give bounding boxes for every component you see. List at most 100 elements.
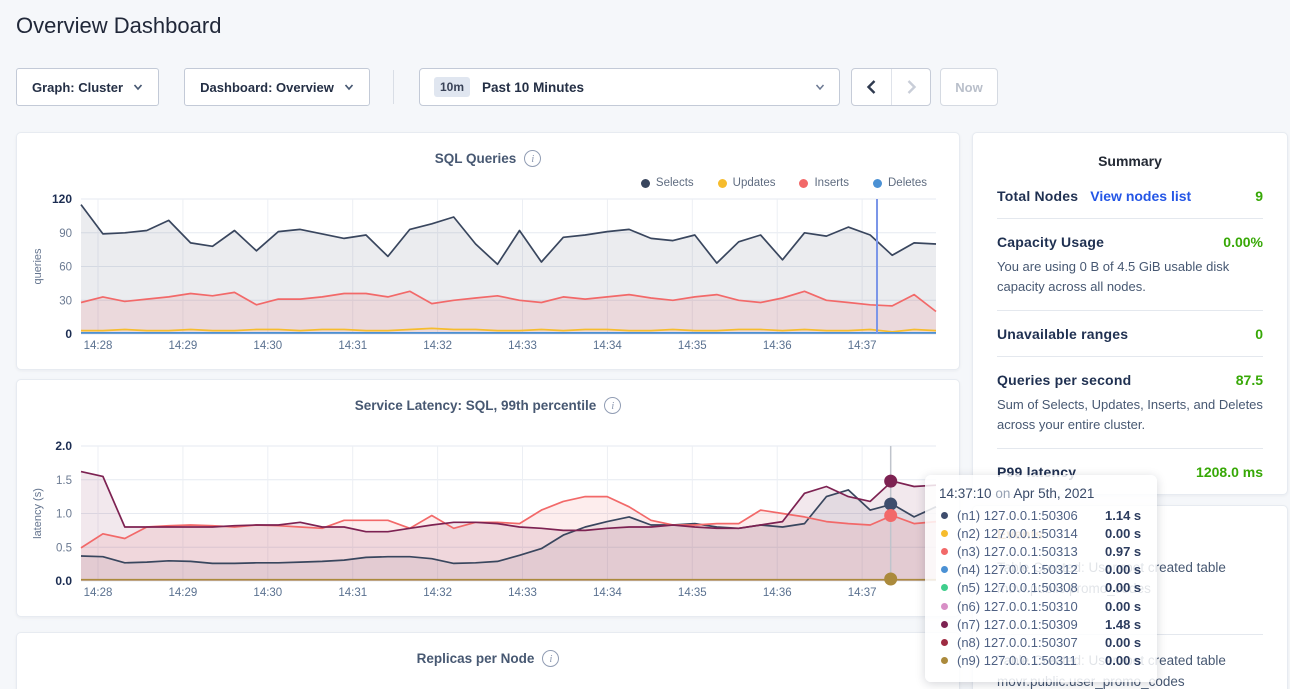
time-step-buttons <box>851 68 931 106</box>
node-color-dot <box>941 603 948 610</box>
now-button[interactable]: Now <box>940 68 998 106</box>
x-tick-label: 14:33 <box>508 340 537 352</box>
y-tick-label: 30 <box>59 295 72 307</box>
page-title: Overview Dashboard <box>16 13 221 39</box>
node-address: (n8) 127.0.0.1:50307 <box>957 635 1105 650</box>
x-tick-label: 14:31 <box>338 587 367 599</box>
tooltip-row: (n2) 127.0.0.1:50314 0.00 s <box>939 524 1143 542</box>
node-address: (n2) 127.0.0.1:50314 <box>957 526 1105 541</box>
node-latency-value: 1.48 s <box>1105 617 1141 632</box>
summary-value: 9 <box>1255 188 1263 204</box>
hover-point-dot <box>884 572 897 585</box>
x-tick-label: 14:34 <box>593 587 622 599</box>
node-latency-value: 0.00 s <box>1105 526 1141 541</box>
info-icon[interactable]: i <box>542 650 559 667</box>
x-tick-label: 14:35 <box>678 340 707 352</box>
node-color-dot <box>941 566 948 573</box>
graph-dropdown[interactable]: Graph: Cluster <box>16 68 159 106</box>
dashboard-dropdown[interactable]: Dashboard: Overview <box>184 68 370 106</box>
node-address: (n5) 127.0.0.1:50308 <box>957 580 1105 595</box>
summary-row: Queries per second 87.5 Sum of Selects, … <box>997 356 1263 448</box>
tooltip-row: (n6) 127.0.0.1:50310 0.00 s <box>939 597 1143 615</box>
dashboard-dropdown-label: Dashboard: Overview <box>200 80 334 95</box>
y-tick-label: 1.5 <box>56 475 72 487</box>
replicas-per-node-title: Replicas per Node <box>417 651 535 666</box>
y-tick-label: 60 <box>59 262 72 274</box>
hover-point-dot <box>884 498 897 511</box>
sql-queries-panel: SQL Queries i Selects Updates Inserts De… <box>16 132 960 370</box>
summary-description: You are using 0 B of 4.5 GiB usable disk… <box>997 257 1263 296</box>
x-tick-label: 14:33 <box>508 587 537 599</box>
x-tick-label: 14:30 <box>253 587 282 599</box>
y-tick-label: 2.0 <box>55 439 72 453</box>
tooltip-row: (n4) 127.0.0.1:50312 0.00 s <box>939 561 1143 579</box>
node-latency-value: 0.00 s <box>1105 635 1141 650</box>
node-color-dot <box>941 621 948 628</box>
summary-label: Capacity Usage <box>997 234 1104 250</box>
replicas-per-node-panel: Replicas per Node i <box>16 632 960 689</box>
tooltip-row: (n7) 127.0.0.1:50309 1.48 s <box>939 615 1143 633</box>
hover-point-dot <box>884 509 897 522</box>
x-tick-label: 14:32 <box>423 587 452 599</box>
summary-value: 1208.0 ms <box>1196 464 1263 480</box>
x-tick-label: 14:32 <box>423 340 452 352</box>
chevron-down-icon <box>133 82 143 92</box>
tooltip-row: (n9) 127.0.0.1:50311 0.00 s <box>939 652 1143 670</box>
x-tick-label: 14:28 <box>84 340 113 352</box>
time-range-badge: 10m <box>434 77 470 97</box>
sql-queries-chart[interactable]: 030609012014:2814:2914:3014:3114:3214:33… <box>17 133 959 369</box>
summary-label: Unavailable ranges <box>997 326 1128 342</box>
summary-description: Sum of Selects, Updates, Inserts, and De… <box>997 395 1263 434</box>
node-latency-value: 0.00 s <box>1105 580 1141 595</box>
summary-rows: Total Nodes View nodes list 9 Capacity U… <box>973 169 1287 494</box>
y-tick-label: 120 <box>52 192 72 206</box>
node-color-dot <box>941 657 948 664</box>
chevron-left-icon <box>866 79 877 95</box>
service-latency-panel: Service Latency: SQL, 99th percentile i … <box>16 379 960 617</box>
y-tick-label: 0.5 <box>56 542 72 554</box>
x-tick-label: 14:36 <box>763 587 792 599</box>
node-color-dot <box>941 639 948 646</box>
summary-value: 0.00% <box>1223 234 1263 250</box>
tooltip-timestamp: 14:37:10 on Apr 5th, 2021 <box>939 486 1143 501</box>
view-nodes-list-link[interactable]: View nodes list <box>1090 188 1191 204</box>
service-latency-chart[interactable]: 0.00.51.01.52.014:2814:2914:3014:3114:32… <box>17 380 959 616</box>
y-tick-label: 1.0 <box>56 509 72 521</box>
controls-divider <box>393 70 394 104</box>
summary-row: Total Nodes View nodes list 9 <box>997 173 1263 218</box>
summary-row: Capacity Usage 0.00% You are using 0 B o… <box>997 218 1263 310</box>
node-latency-value: 0.00 s <box>1105 562 1141 577</box>
chart-hover-tooltip: 14:37:10 on Apr 5th, 2021 (n1) 127.0.0.1… <box>925 475 1157 682</box>
node-latency-value: 0.00 s <box>1105 599 1141 614</box>
time-range-dropdown[interactable]: 10m Past 10 Minutes <box>419 68 840 106</box>
node-address: (n7) 127.0.0.1:50309 <box>957 617 1105 632</box>
time-range-label: Past 10 Minutes <box>482 80 803 95</box>
x-tick-label: 14:29 <box>169 587 198 599</box>
next-time-button[interactable] <box>891 69 930 105</box>
summary-header: Summary <box>973 153 1287 169</box>
summary-value: 0 <box>1255 326 1263 342</box>
chevron-down-icon <box>344 82 354 92</box>
node-address: (n4) 127.0.0.1:50312 <box>957 562 1105 577</box>
graph-dropdown-label: Graph: Cluster <box>32 80 123 95</box>
x-tick-label: 14:37 <box>848 587 877 599</box>
chevron-down-icon <box>815 82 825 92</box>
prev-time-button[interactable] <box>852 69 891 105</box>
node-address: (n6) 127.0.0.1:50310 <box>957 599 1105 614</box>
node-address: (n1) 127.0.0.1:50306 <box>957 508 1105 523</box>
node-color-dot <box>941 512 948 519</box>
x-tick-label: 14:37 <box>848 340 877 352</box>
summary-row: Unavailable ranges 0 <box>997 310 1263 356</box>
y-axis-label: latency (s) <box>32 488 44 539</box>
tooltip-row: (n3) 127.0.0.1:50313 0.97 s <box>939 542 1143 560</box>
summary-label: Total Nodes <box>997 188 1078 204</box>
now-button-label: Now <box>955 80 982 95</box>
node-latency-value: 0.00 s <box>1105 653 1141 668</box>
node-color-dot <box>941 584 948 591</box>
node-latency-value: 0.97 s <box>1105 544 1141 559</box>
x-tick-label: 14:35 <box>678 587 707 599</box>
y-tick-label: 0.0 <box>55 574 72 588</box>
summary-label: Queries per second <box>997 372 1131 388</box>
hover-point-dot <box>884 475 897 488</box>
y-tick-label: 90 <box>59 228 72 240</box>
